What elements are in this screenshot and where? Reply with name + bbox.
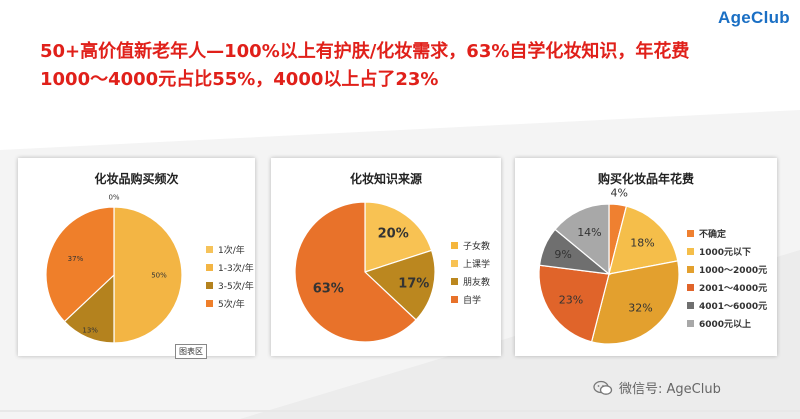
legend-label: 朋友教 (463, 277, 491, 288)
wechat-footer: 微信号: AgeClub (593, 378, 721, 397)
legend-swatch (206, 245, 213, 253)
pie-slice-3 (538, 264, 610, 343)
legend-swatch (687, 319, 694, 327)
chart-title: 化妆知识来源 (349, 172, 422, 186)
legend-item: 2001～4000元 (687, 278, 767, 296)
legend-label: 1-3次/年 (218, 263, 254, 274)
chart-title: 化妆品购买频次 (94, 172, 179, 186)
legend: 子女教上课学朋友教自学 (451, 236, 490, 308)
data-label-3: 63% (313, 281, 344, 296)
legend-label: 6000元以上 (699, 319, 752, 330)
data-label-4: 9% (554, 248, 571, 261)
legend-swatch (687, 247, 694, 255)
chart-area-tag: 图表区 (175, 344, 207, 359)
page-title: 50+高价值新老年人—100%以上有护肤/化妆需求，63%自学化妆知识，年花费 … (40, 38, 740, 94)
legend-item: 5次/年 (206, 294, 254, 312)
data-label-3: 37% (68, 255, 84, 263)
legend-item: 6000元以上 (687, 314, 767, 332)
pie-slice-2 (63, 273, 115, 344)
data-label-3: 23% (559, 294, 583, 307)
legend-label: 上课学 (463, 259, 491, 270)
pie-slice-1 (364, 201, 433, 273)
legend-label: 1000～2000元 (699, 265, 768, 276)
data-label-2: 17% (398, 276, 429, 291)
legend-label: 1次/年 (218, 245, 245, 256)
pie-chart-purchase-frequency: 0% 50% 13% 37% (45, 193, 183, 344)
legend-swatch (451, 241, 458, 249)
legend-label: 子女教 (463, 241, 491, 252)
pie-slice-2 (590, 260, 680, 345)
pie-chart-annual-spending: 4% 18% 32% 23% 9% 14% (538, 186, 680, 345)
legend: 不确定 1000元以下 1000～2000元 2001～4000元 4001～6000元… (687, 224, 767, 332)
legend-label: 4001～6000元 (699, 301, 768, 312)
legend-swatch (206, 281, 213, 289)
legend-swatch (687, 283, 694, 291)
data-label-5: 14% (577, 226, 601, 239)
pie-slice-2 (363, 249, 436, 321)
legend-label: 1000元以下 (699, 247, 752, 258)
data-label-2: 13% (82, 327, 98, 335)
legend-item: 上课学 (451, 254, 490, 272)
pie-slice-5 (554, 203, 610, 276)
legend-item: 朋友教 (451, 272, 490, 290)
legend-swatch (451, 295, 458, 303)
legend-swatch (687, 301, 694, 309)
legend-label: 2001～4000元 (699, 283, 768, 294)
chart-panel-purchase-frequency: 化妆品购买频次 0% 50% 13% 37% 1次/年 1-3次/年 3-5次/年 5次/年 (18, 158, 255, 356)
data-label-1: 20% (378, 227, 409, 242)
wechat-id: 微信号: AgeClub (619, 382, 721, 397)
chart-panel-annual-spending: 购买化妆品年花费 4% 18% 32% 23% 9% 14% 不确定 1000元以下 1000… (515, 158, 777, 356)
chart-title: 购买化妆品年花费 (597, 172, 694, 186)
wechat-icon (593, 380, 613, 395)
pie-chart-knowledge-source: 20% 17% 63% (294, 201, 436, 343)
legend-item: 不确定 (687, 224, 767, 242)
data-label-0: 0% (108, 193, 119, 201)
legend-label: 自学 (463, 295, 482, 306)
legend-item: 1000～2000元 (687, 260, 767, 278)
data-label-2: 32% (628, 301, 652, 314)
chart-panel-knowledge-source: 化妆知识来源 20% 17% 63% 子女教上课学朋友教自学 (271, 158, 501, 356)
legend-swatch (451, 259, 458, 267)
legend-swatch (687, 265, 694, 273)
data-label-1: 18% (630, 236, 654, 249)
pie-slice-3 (294, 201, 417, 343)
pie-slice-3 (45, 206, 115, 323)
legend-label: 5次/年 (218, 299, 245, 310)
legend-label: 3-5次/年 (218, 281, 254, 292)
headline-line-2: 1000～4000元占比55%，4000以上占了23% (40, 69, 439, 90)
data-label-0: 4% (611, 186, 628, 199)
legend-item: 4001～6000元 (687, 296, 767, 314)
legend: 1次/年 1-3次/年 3-5次/年 5次/年 (206, 240, 254, 312)
pie-slice-1 (608, 205, 679, 275)
legend-item: 1-3次/年 (206, 258, 254, 276)
bottom-divider (0, 410, 800, 412)
data-label-1: 50% (151, 271, 167, 279)
legend-item: 1000元以下 (687, 242, 767, 260)
legend-swatch (687, 229, 694, 237)
legend-swatch (451, 277, 458, 285)
brand-logo: AgeClub (718, 8, 790, 27)
legend-label: 不确定 (699, 229, 727, 240)
legend-swatch (206, 299, 213, 307)
legend-item: 子女教 (451, 236, 490, 254)
legend-item: 自学 (451, 290, 490, 308)
legend-item: 1次/年 (206, 240, 254, 258)
pie-slice-1 (113, 206, 183, 344)
legend-swatch (206, 263, 213, 271)
legend-item: 3-5次/年 (206, 276, 254, 294)
headline-line-1: 50+高价值新老年人—100%以上有护肤/化妆需求，63%自学化妆知识，年花费 (40, 41, 690, 62)
